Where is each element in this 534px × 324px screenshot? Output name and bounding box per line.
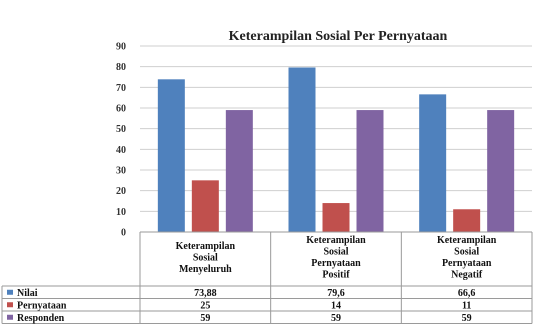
table-cell: 11 <box>462 300 471 311</box>
bars <box>157 67 515 232</box>
bar-nilai-2 <box>288 67 316 232</box>
category-label: Keterampilan Sosial Menyeluruh <box>176 241 236 275</box>
table-cell: 59 <box>462 313 472 324</box>
table-cell: 59 <box>200 313 210 324</box>
legend-label: Responden <box>17 313 65 324</box>
legend-key-nilai <box>7 289 13 295</box>
bar-pernyataan-3 <box>453 209 481 232</box>
bar-nilai-1 <box>157 79 185 232</box>
bar-responden-2 <box>356 110 384 232</box>
y-tick-label: 20 <box>116 186 126 197</box>
table-cell: 66,6 <box>458 288 476 299</box>
bar-responden-3 <box>487 110 515 232</box>
y-tick-label: 70 <box>116 83 126 94</box>
y-tick-label: 50 <box>116 124 126 135</box>
bar-nilai-3 <box>419 94 447 232</box>
y-tick-label: 90 <box>116 42 126 53</box>
y-tick-label: 0 <box>121 228 126 239</box>
table-cell: 73,88 <box>194 288 217 299</box>
table-cell: 59 <box>331 313 341 324</box>
y-tick-label: 40 <box>116 145 126 156</box>
table-cell: 14 <box>331 300 341 311</box>
y-tick-label: 80 <box>116 62 126 73</box>
y-tick-label: 10 <box>116 207 126 218</box>
bar-pernyataan-1 <box>191 180 219 232</box>
table-cell: 79,6 <box>327 288 345 299</box>
category-label: Keterampilan Sosial Pernyataan Positif <box>306 235 366 281</box>
y-axis-ticks: 0 10 20 30 40 50 60 70 80 90 <box>116 42 126 239</box>
legend-key-pernyataan <box>7 302 13 308</box>
bar-pernyataan-2 <box>322 203 350 232</box>
y-tick-label: 30 <box>116 166 126 177</box>
legend-label: Pernyataan <box>17 300 67 311</box>
bar-responden-1 <box>225 110 253 232</box>
legend-label: Nilai <box>17 288 38 299</box>
legend-key-responden <box>7 314 13 320</box>
category-label: Keterampilan Sosial Pernyataan Negatif <box>437 235 497 281</box>
table-cell: 25 <box>200 300 210 311</box>
y-tick-label: 60 <box>116 104 126 115</box>
chart-title: Keterampilan Sosial Per Pernyataan <box>229 29 448 44</box>
data-table: Keterampilan Sosial Menyeluruh Keterampilan… <box>1 231 533 324</box>
